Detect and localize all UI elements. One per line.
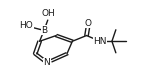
Text: N: N (44, 58, 50, 67)
Text: OH: OH (41, 9, 55, 18)
Text: HO: HO (20, 21, 33, 30)
Text: O: O (85, 19, 92, 28)
Text: B: B (41, 26, 47, 35)
Text: HN: HN (94, 37, 107, 46)
